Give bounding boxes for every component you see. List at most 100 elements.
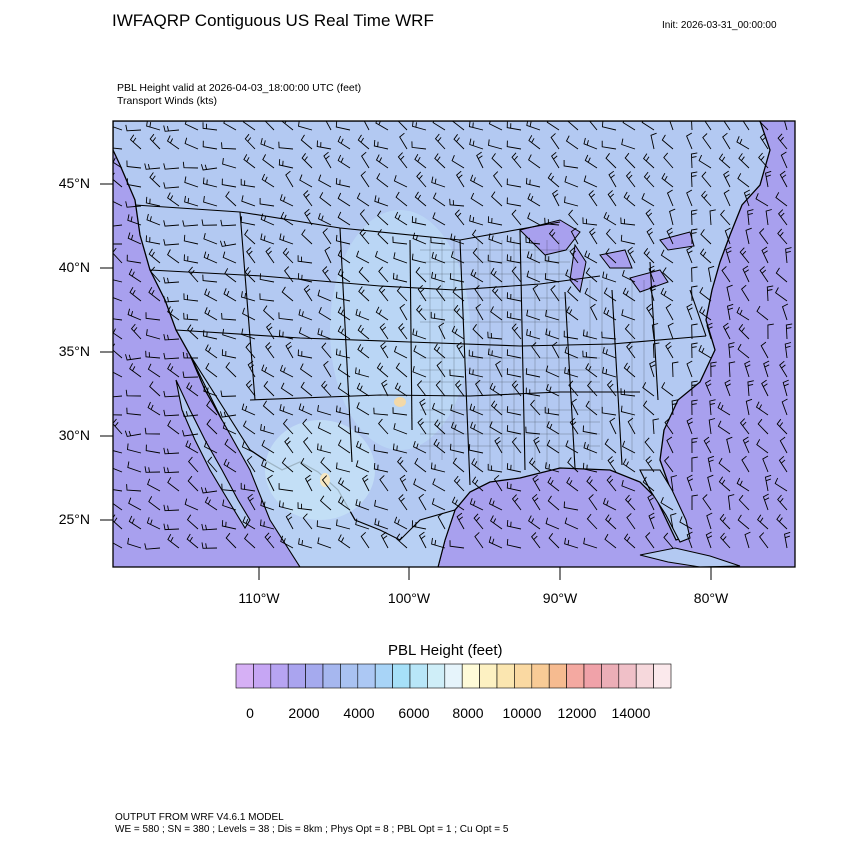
- wind-barb: [430, 311, 446, 321]
- wind-barb: [564, 196, 579, 207]
- wind-barb: [375, 121, 389, 131]
- wind-barb: [113, 395, 123, 398]
- colorbar-swatch: [653, 663, 672, 689]
- wind-barb: [567, 286, 579, 302]
- wind-barb: [723, 170, 731, 188]
- wind-barb: [357, 344, 370, 359]
- wind-barb: [620, 388, 636, 397]
- wind-barb: [335, 234, 351, 245]
- wind-barb: [335, 348, 351, 359]
- wind-barb: [392, 236, 408, 245]
- wind-barb: [337, 382, 351, 397]
- wind-barb: [125, 124, 142, 132]
- wind-barb: [416, 380, 427, 397]
- wind-barb: [548, 228, 560, 245]
- wind-barb: [204, 496, 218, 511]
- wind-barb: [166, 135, 180, 150]
- wind-barb: [782, 379, 789, 397]
- wind-barb: [222, 328, 237, 340]
- wind-barb: [470, 269, 484, 283]
- wind-barb: [452, 286, 465, 302]
- wind-barb: [221, 178, 237, 188]
- wind-barb: [671, 399, 678, 416]
- wind-barb: [414, 457, 427, 473]
- wind-barb: [706, 322, 713, 340]
- wind-barb: [264, 121, 275, 131]
- wind-barb: [337, 306, 351, 321]
- wind-barb: [622, 121, 636, 131]
- wind-barb: [565, 440, 579, 454]
- wind-barb: [225, 532, 237, 549]
- wind-barb: [337, 325, 351, 340]
- wind-barb: [434, 133, 446, 150]
- wind-barb: [298, 121, 313, 131]
- wind-barb: [745, 398, 753, 416]
- wind-barb: [546, 421, 560, 435]
- wind-barb: [530, 399, 541, 416]
- wind-barb: [525, 426, 541, 435]
- wind-barb: [761, 379, 769, 397]
- wind-barb: [698, 154, 712, 169]
- wind-barb: [182, 220, 199, 227]
- wind-barb: [759, 532, 769, 549]
- wind-barb: [300, 381, 313, 397]
- cuba: [639, 547, 741, 567]
- wind-barb: [203, 196, 218, 207]
- wind-barb: [436, 361, 446, 378]
- wind-barb: [113, 224, 123, 227]
- wind-barb: [738, 494, 750, 511]
- wind-barb: [298, 309, 313, 321]
- wind-barb: [261, 364, 275, 378]
- wind-barb: [374, 499, 389, 511]
- wind-barb: [646, 303, 655, 321]
- wind-barb: [605, 228, 617, 245]
- lon-label-90w: 90°W: [542, 590, 578, 606]
- wind-barb: [511, 209, 522, 226]
- wind-subtitle: Transport Winds (kts): [117, 95, 217, 107]
- wind-barb: [757, 418, 769, 435]
- wind-barb: [747, 380, 754, 397]
- wind-barb: [320, 457, 332, 473]
- wind-barb: [128, 268, 142, 283]
- wind-barb: [146, 329, 161, 340]
- wind-barb: [321, 475, 332, 492]
- wind-barb: [242, 121, 256, 131]
- wind-barb: [627, 246, 636, 264]
- wind-barb: [335, 405, 351, 416]
- wind-barb: [686, 303, 693, 321]
- wind-barb: [262, 154, 275, 169]
- wind-barb: [706, 512, 713, 530]
- wind-barb: [747, 209, 754, 226]
- wind-barb: [125, 389, 142, 397]
- wind-barb: [586, 476, 598, 492]
- wind-barb: [709, 399, 716, 416]
- wind-barb: [669, 208, 676, 226]
- wind-barb: [743, 189, 751, 207]
- wind-barb: [124, 430, 142, 437]
- wind-barb: [167, 249, 180, 264]
- wind-barb: [221, 483, 237, 492]
- wind-barb: [785, 323, 793, 340]
- wind-barb: [303, 190, 313, 207]
- wind-barb: [456, 341, 465, 359]
- wind-barb: [434, 419, 446, 435]
- wind-barb: [222, 422, 237, 435]
- wind-barb: [202, 177, 218, 188]
- wind-barb: [691, 209, 698, 226]
- wind-barb: [679, 516, 693, 530]
- wind-barb: [755, 401, 769, 416]
- wind-barb: [186, 533, 199, 549]
- wind-barb: [670, 475, 678, 492]
- wind-barb: [664, 456, 674, 473]
- wind-barb: [686, 189, 693, 207]
- wind-barb: [506, 178, 522, 188]
- wind-barb: [224, 438, 237, 454]
- wind-barb: [474, 285, 484, 302]
- wind-barb: [665, 341, 674, 359]
- wind-barb: [652, 418, 659, 435]
- wind-barb: [416, 171, 427, 188]
- wind-barb: [601, 121, 617, 131]
- wind-barb: [316, 520, 332, 530]
- wind-barb: [704, 379, 712, 397]
